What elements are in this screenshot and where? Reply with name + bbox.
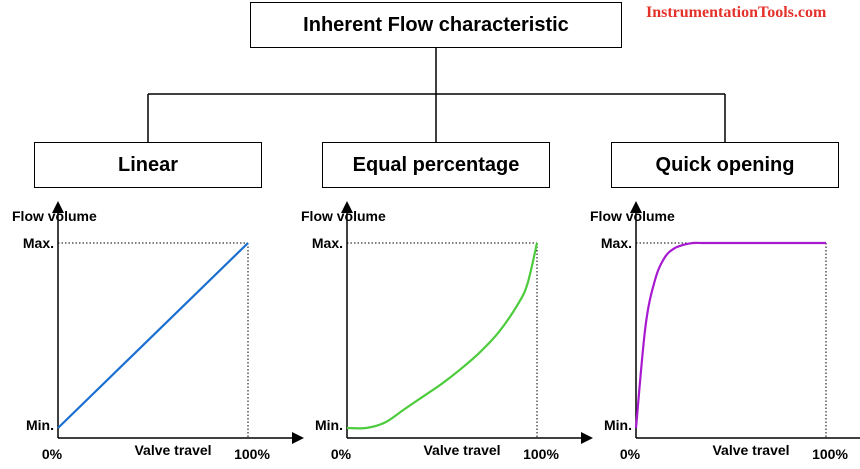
x-axis-label: Valve travel bbox=[712, 442, 789, 458]
y-axis-label: Flow volume bbox=[590, 208, 675, 224]
y-min-label: Min. bbox=[604, 417, 632, 433]
quick-opening-title: Quick opening bbox=[655, 153, 795, 176]
x-max-label: 100% bbox=[812, 446, 848, 462]
y-min-label: Min. bbox=[315, 417, 343, 433]
y-axis-label: Flow volume bbox=[12, 208, 97, 224]
x-min-label: 0% bbox=[331, 446, 352, 462]
quick-opening-box: Quick opening bbox=[611, 142, 839, 188]
x-max-label: 100% bbox=[523, 446, 559, 462]
connector-tree bbox=[147, 48, 726, 142]
y-max-label: Max. bbox=[601, 235, 632, 251]
characteristic-curve bbox=[346, 242, 539, 430]
equal-percentage-title: Equal percentage bbox=[352, 153, 520, 176]
equal-percentage-box: Equal percentage bbox=[322, 142, 550, 188]
x-max-label: 100% bbox=[234, 446, 270, 462]
characteristic-curve bbox=[634, 241, 826, 429]
x-min-label: 0% bbox=[42, 446, 63, 462]
characteristic-curve bbox=[57, 242, 249, 429]
y-axis-label: Flow volume bbox=[301, 208, 386, 224]
x-min-label: 0% bbox=[620, 446, 641, 462]
y-min-label: Min. bbox=[26, 417, 54, 433]
root-box: Inherent Flow characteristic bbox=[250, 2, 622, 48]
x-axis-label: Valve travel bbox=[134, 442, 211, 458]
brand-watermark: InstrumentationTools.com bbox=[646, 4, 827, 21]
y-max-label: Max. bbox=[312, 235, 343, 251]
linear-box: Linear bbox=[34, 142, 262, 188]
x-axis-label: Valve travel bbox=[423, 442, 500, 458]
root-label: Inherent Flow characteristic bbox=[303, 13, 569, 36]
linear-title: Linear bbox=[117, 153, 179, 176]
y-max-label: Max. bbox=[23, 235, 54, 251]
